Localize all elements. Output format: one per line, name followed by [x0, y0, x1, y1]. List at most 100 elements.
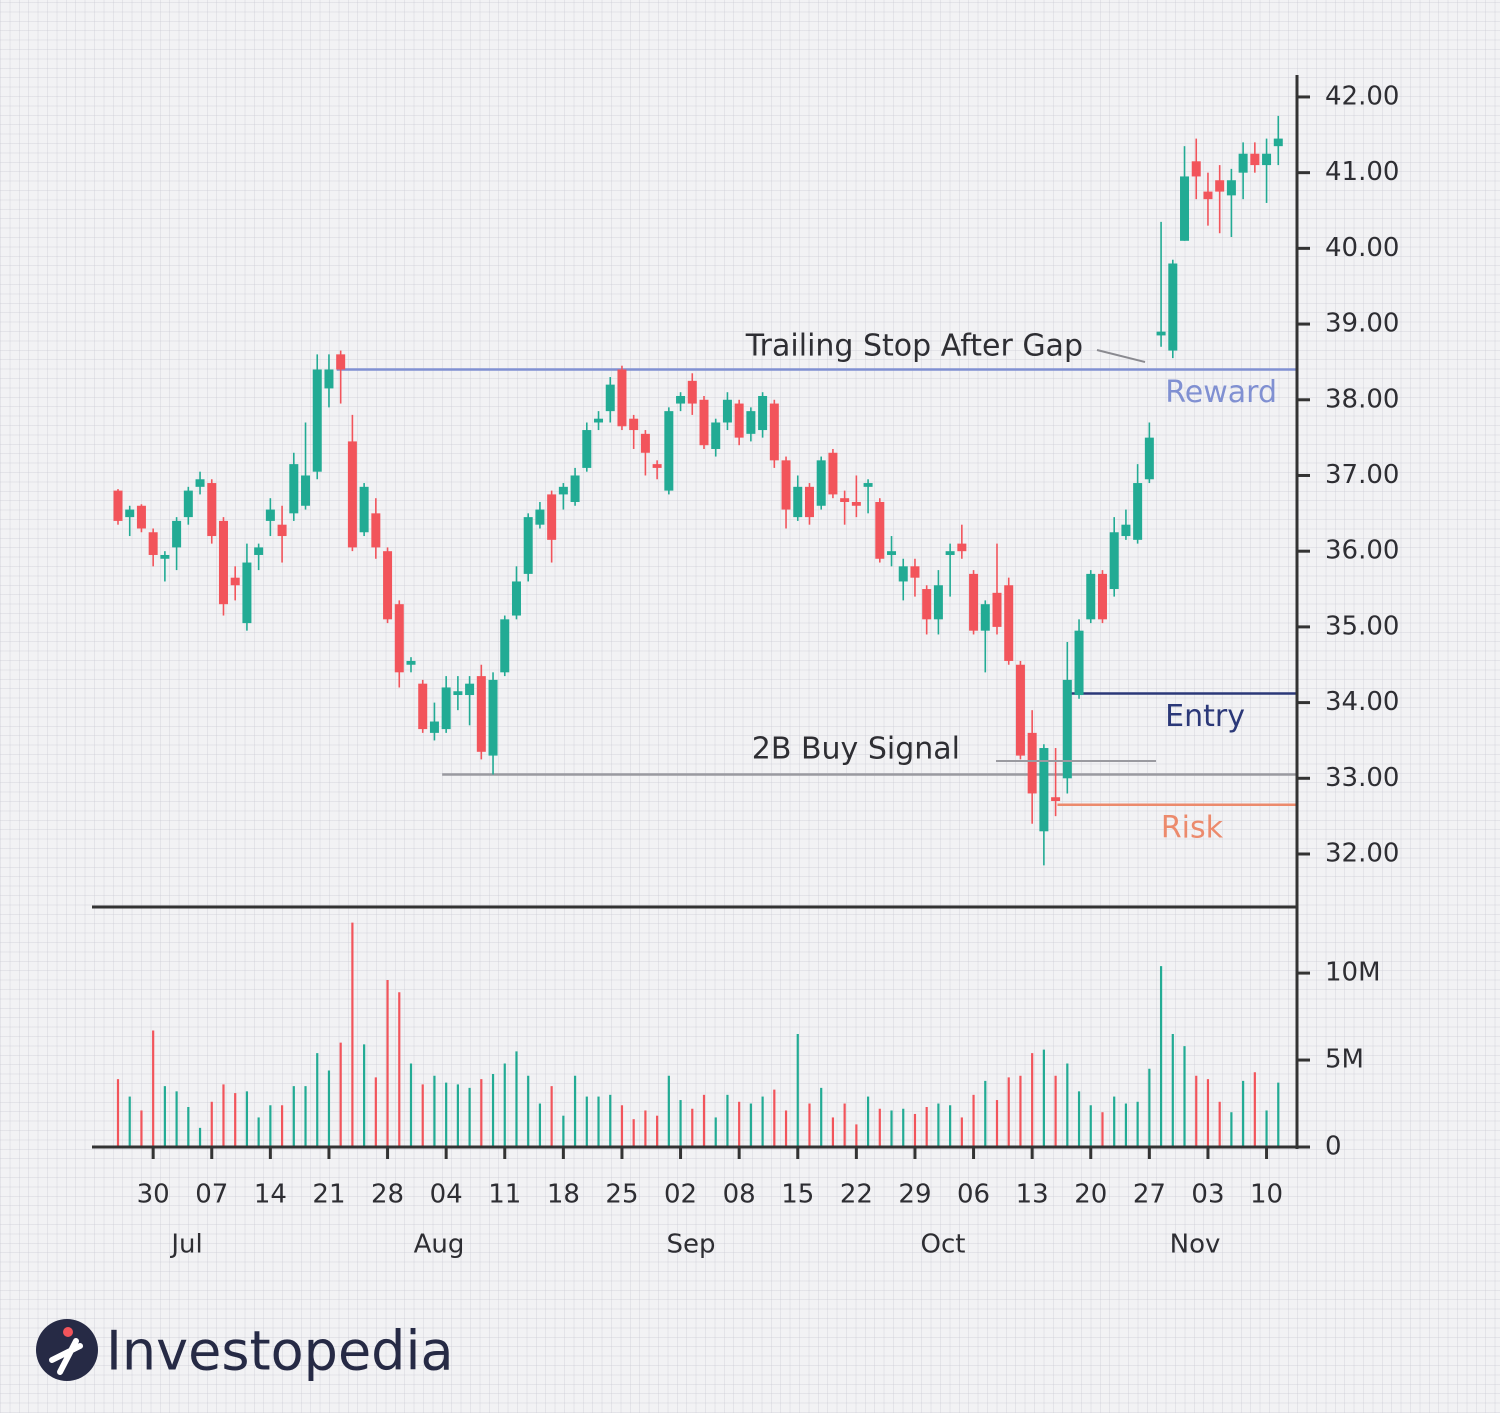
y-tick-label: 10M: [1325, 958, 1381, 988]
candle-body: [125, 509, 135, 518]
candle-body: [980, 604, 990, 631]
candle-body: [476, 676, 486, 752]
candle-body: [347, 441, 357, 548]
candle-body: [535, 509, 545, 525]
month-label: Nov: [1170, 1230, 1221, 1260]
candle-body: [617, 369, 627, 427]
candle-body: [957, 543, 967, 552]
month-label: Sep: [666, 1230, 715, 1260]
candle-body: [1027, 732, 1037, 794]
y-tick-label: 35.00: [1325, 611, 1399, 641]
candle-body: [793, 486, 803, 518]
candle-body: [804, 486, 814, 518]
month-label: Jul: [169, 1230, 202, 1260]
candle-body: [148, 532, 158, 555]
candle-body: [136, 505, 146, 529]
x-tick-label: 18: [547, 1180, 580, 1210]
candle-body: [898, 566, 908, 582]
candle-body: [488, 679, 498, 756]
candle-body: [371, 513, 381, 548]
x-tick-label: 06: [957, 1180, 990, 1210]
candle-body: [218, 520, 228, 605]
x-tick-label: 02: [664, 1180, 697, 1210]
candle-body: [1039, 748, 1049, 832]
candle-body: [394, 604, 404, 673]
candle-body: [1191, 161, 1201, 177]
candle-body: [699, 399, 709, 446]
annotation-leader: [1096, 349, 1146, 363]
candle-body: [582, 430, 592, 468]
candle-body: [277, 524, 287, 537]
candle-body: [1215, 180, 1225, 192]
candle-body: [1015, 664, 1025, 756]
candle-body: [1203, 191, 1213, 200]
x-tick-label: 03: [1191, 1180, 1224, 1210]
candle-body: [676, 395, 686, 404]
candle-body: [570, 475, 580, 502]
candle-body: [1074, 630, 1084, 696]
candle-body: [863, 483, 873, 487]
x-tick-label: 29: [898, 1180, 931, 1210]
candle-body: [1262, 153, 1272, 166]
candle-body: [875, 501, 885, 559]
candle-body: [465, 683, 475, 696]
candle-body: [605, 384, 615, 412]
annotation: 2B Buy Signal: [752, 732, 960, 767]
logo-mark: [49, 1338, 83, 1375]
candle-body: [558, 486, 568, 495]
candle-body: [324, 369, 334, 389]
x-tick-label: 30: [137, 1180, 170, 1210]
candle-body: [722, 399, 732, 423]
candle-body: [418, 683, 428, 730]
candle-body: [922, 589, 932, 620]
candle-body: [511, 581, 521, 616]
candle-body: [781, 460, 791, 510]
level-label: Risk: [1161, 810, 1224, 845]
candle-body: [1168, 263, 1178, 351]
month-label: Aug: [414, 1230, 465, 1260]
x-tick-label: 13: [1016, 1180, 1049, 1210]
candle-body: [652, 464, 662, 468]
candle-body: [816, 460, 826, 506]
x-tick-label: 07: [195, 1180, 228, 1210]
x-tick-label: 04: [430, 1180, 463, 1210]
candle-body: [851, 501, 861, 506]
candle-body: [383, 551, 393, 620]
y-tick-label: 41.00: [1325, 157, 1399, 187]
x-tick-label: 20: [1074, 1180, 1107, 1210]
candle-body: [160, 554, 170, 559]
y-tick-label: 5M: [1325, 1045, 1364, 1075]
candle-body: [1133, 483, 1143, 540]
x-tick-label: 14: [254, 1180, 287, 1210]
candle-body: [1226, 180, 1236, 196]
candle-body: [992, 592, 1002, 627]
candle-body: [336, 354, 346, 370]
y-tick-label: 37.00: [1325, 460, 1399, 490]
candle-body: [910, 566, 920, 578]
logo-dot: [63, 1327, 73, 1337]
candle-body: [183, 490, 193, 518]
candle-body: [945, 551, 955, 555]
y-tick-label: 0: [1325, 1132, 1342, 1162]
candle-body: [1180, 176, 1190, 241]
candle-body: [711, 422, 721, 449]
x-tick-label: 22: [840, 1180, 873, 1210]
candle-body: [1250, 153, 1260, 166]
logo: Investopedia: [36, 1319, 454, 1383]
candle-body: [1004, 585, 1014, 661]
candle-body: [1097, 573, 1107, 620]
candle-body: [230, 577, 240, 586]
candle-body: [734, 403, 744, 438]
x-tick-label: 10: [1250, 1180, 1283, 1210]
candle-body: [1144, 437, 1154, 480]
month-label: Oct: [921, 1230, 966, 1260]
candle-body: [594, 418, 604, 423]
candle-body: [1051, 797, 1061, 802]
candle-body: [1273, 138, 1283, 147]
candle-body: [769, 403, 779, 461]
y-tick-label: 33.00: [1325, 763, 1399, 793]
x-tick-label: 11: [488, 1180, 521, 1210]
candle-body: [629, 418, 639, 431]
